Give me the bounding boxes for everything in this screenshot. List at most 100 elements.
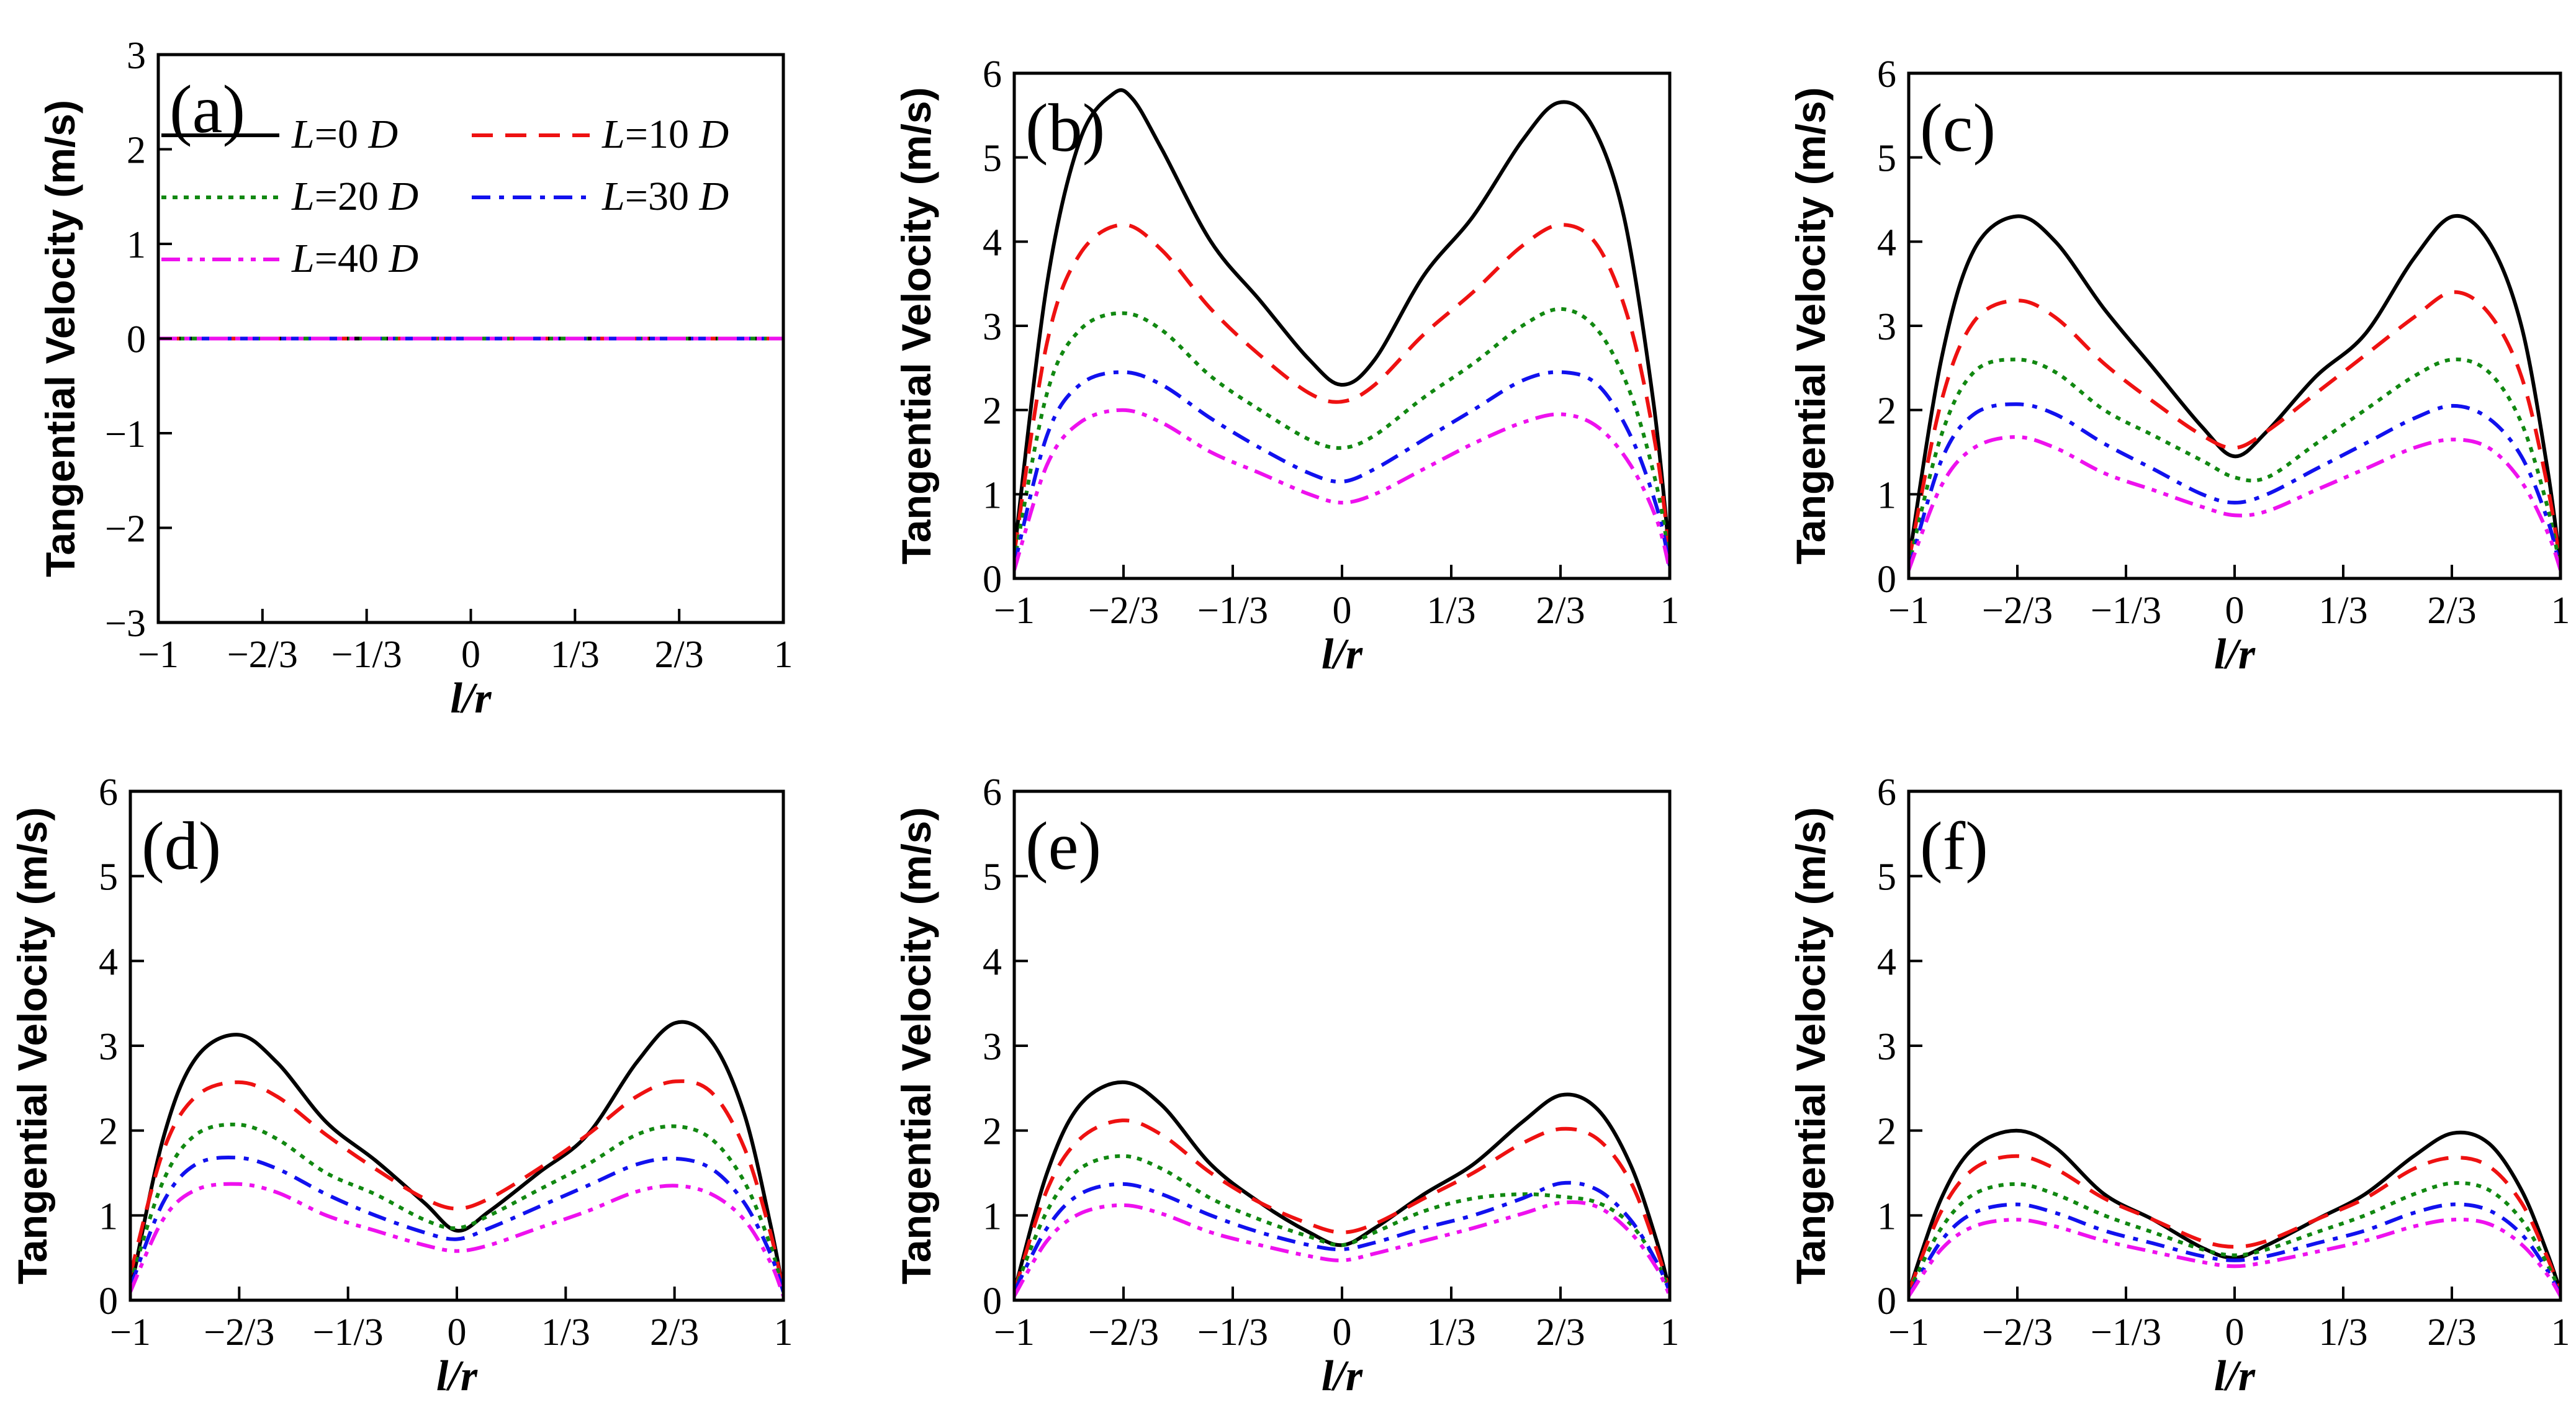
x-tick-label: −1 (1888, 590, 1929, 632)
series-line-L20 (1014, 307, 1670, 562)
legend-label: L=40 D (291, 236, 418, 281)
y-tick-label: 1 (983, 1195, 1002, 1238)
x-tick-label: 1/3 (2318, 590, 2367, 632)
legend-label: L=30 D (601, 174, 729, 219)
y-axis-label: Tangential Velocity (m/s) (1788, 807, 1834, 1285)
series-group (1909, 1128, 2560, 1297)
x-tick-label: 1 (2551, 1311, 2570, 1354)
x-tick-label: 0 (1333, 1311, 1352, 1354)
legend-label: L=10 D (601, 112, 729, 157)
y-tick-label: −3 (105, 603, 146, 645)
x-tick-label: −1 (994, 1311, 1035, 1354)
x-tick-label: −2/3 (227, 634, 298, 676)
y-tick-label: 4 (983, 222, 1002, 264)
series-line-L10 (1909, 1154, 2560, 1293)
panel-label: (b) (1025, 90, 1105, 166)
series-line-L30 (1014, 1180, 1670, 1293)
y-tick-label: 2 (99, 1111, 118, 1153)
y-tick-label: 0 (127, 319, 146, 361)
y-tick-label: 5 (1877, 856, 1896, 899)
series-line-L40 (1909, 1218, 2560, 1297)
y-tick-label: 3 (1877, 1026, 1896, 1068)
x-tick-label: −2/3 (1088, 590, 1159, 632)
x-tick-label: −2/3 (1982, 590, 2053, 632)
panel-e: −1 −2/3 −1/3 0 1/3 2/3 1 0 1 2 3 4 5 6 l/r Tangential V… (893, 771, 1680, 1400)
panel-d: −1 −2/3 −1/3 0 1/3 2/3 1 0 1 2 3 4 5 6 l/r Tangential V… (9, 771, 793, 1400)
x-tick-label: 1/3 (551, 634, 600, 676)
panel-b: −1 −2/3 −1/3 0 1/3 2/3 1 0 1 2 3 4 5 6 l/r Tangential V… (893, 53, 1680, 678)
x-tick-label: −1/3 (331, 634, 402, 676)
legend-label: L=20 D (291, 174, 418, 219)
x-tick-label: −2/3 (204, 1311, 274, 1354)
series-line-L30 (1909, 402, 2560, 571)
x-tick-label: 1/3 (1426, 590, 1475, 632)
x-axis-label: l/r (1322, 631, 1363, 678)
x-tick-label: 0 (2225, 1311, 2245, 1354)
x-tick-label: −1 (138, 634, 179, 676)
panel-label: (e) (1025, 808, 1101, 884)
legend-entry-L20: L=20 D (161, 174, 418, 219)
x-axis-label: l/r (1322, 1352, 1363, 1400)
plot-frame (128, 789, 785, 1302)
legend-entry-L40: L=40 D (161, 236, 418, 281)
series-line-L30 (130, 1155, 783, 1293)
y-tick-label: 5 (983, 138, 1002, 180)
x-tick-label: 2/3 (650, 1311, 699, 1354)
series-line-L40 (1909, 435, 2560, 571)
series-group (1909, 213, 2560, 571)
y-tick-label: 2 (983, 390, 1002, 433)
x-tick-label: 0 (461, 634, 480, 676)
y-tick-label: 0 (99, 1280, 118, 1323)
legend-entry-L30: L=30 D (472, 174, 729, 219)
x-tick-label: −2/3 (1982, 1311, 2053, 1354)
y-tick-label: 3 (99, 1026, 118, 1068)
y-tick-label: 5 (1877, 138, 1896, 180)
legend: L=0 D L=10 D L=20 D L=30 D L=40 D (161, 112, 729, 281)
y-tick-label: 4 (1877, 941, 1896, 983)
y-tick-label: 0 (983, 559, 1002, 601)
y-tick-label: 2 (1877, 390, 1896, 433)
series-line-L10 (1909, 290, 2560, 567)
y-tick-label: 3 (983, 1026, 1002, 1068)
panel-label: (f) (1920, 808, 1988, 884)
y-tick-label: 3 (1877, 306, 1896, 348)
series-line-L40 (1014, 408, 1670, 571)
panel-a: −1 −2/3 −1/3 0 1/3 2/3 1 −3 −2 −1 0 1 2 3 l/r Tangentia… (37, 35, 793, 722)
series-line-L0 (130, 1020, 783, 1292)
series-group (1014, 88, 1670, 571)
y-tick-label: 4 (1877, 222, 1896, 264)
y-tick-label: 2 (983, 1111, 1002, 1153)
x-tick-label: −2/3 (1088, 1311, 1159, 1354)
legend-entry-L10: L=10 D (472, 112, 729, 157)
x-tick-label: 0 (2225, 590, 2245, 632)
y-axis-label: Tangential Velocity (m/s) (37, 100, 83, 577)
legend-entry-L0: L=0 D (161, 112, 398, 157)
y-tick-label: 1 (127, 224, 146, 266)
x-tick-label: −1/3 (1197, 590, 1268, 632)
y-tick-label: 5 (983, 856, 1002, 899)
y-tick-label: 0 (1877, 1280, 1896, 1323)
x-tick-label: −1 (1888, 1311, 1929, 1354)
y-tick-label: 1 (983, 474, 1002, 516)
series-group (130, 1020, 783, 1297)
y-tick-label: 6 (99, 771, 118, 814)
y-axis-label: Tangential Velocity (m/s) (1788, 88, 1834, 565)
x-tick-label: 2/3 (2427, 590, 2476, 632)
x-axis-label: l/r (2214, 1352, 2256, 1400)
x-axis-label: l/r (450, 675, 492, 722)
x-tick-label: −1/3 (313, 1311, 384, 1354)
panel-f: −1 −2/3 −1/3 0 1/3 2/3 1 0 1 2 3 4 5 6 l/r Tangential V… (1788, 771, 2570, 1400)
series-line-L30 (1014, 370, 1670, 567)
panel-label: (d) (142, 808, 221, 884)
series-line-L40 (130, 1182, 783, 1297)
y-tick-label: 5 (99, 856, 118, 899)
x-tick-label: 1 (2551, 590, 2570, 632)
y-tick-label: 0 (983, 1280, 1002, 1323)
series-line-L20 (1014, 1154, 1670, 1293)
y-tick-label: 6 (1877, 53, 1896, 96)
x-tick-label: 0 (1333, 590, 1352, 632)
legend-label: L=0 D (291, 112, 398, 157)
x-tick-label: 2/3 (1536, 590, 1585, 632)
x-tick-label: −1/3 (2091, 590, 2161, 632)
